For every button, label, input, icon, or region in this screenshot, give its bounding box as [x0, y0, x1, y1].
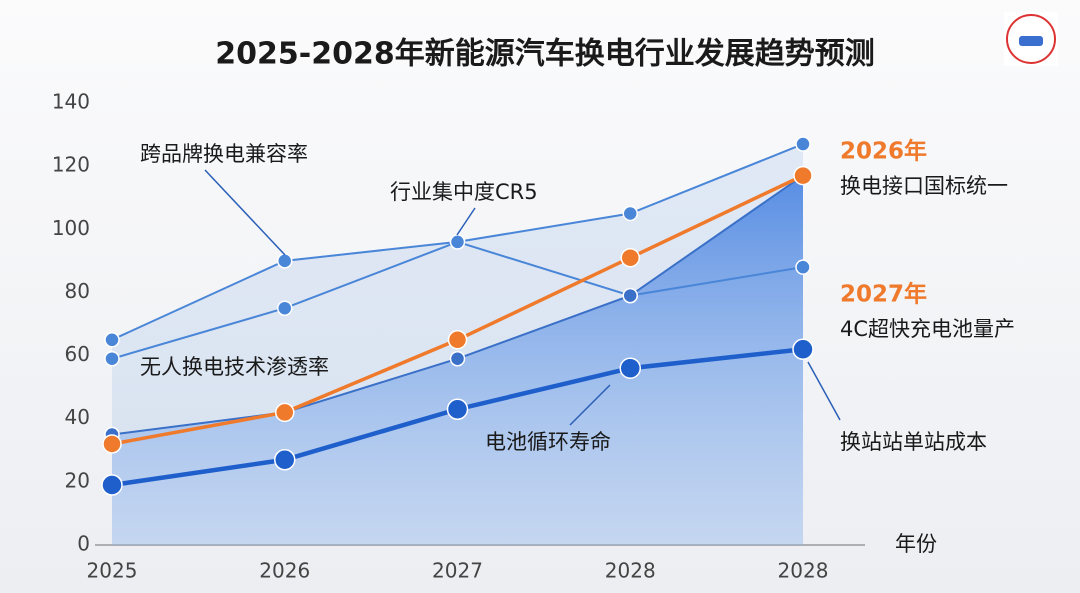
point: [447, 330, 468, 350]
annotation: 换电接口国标统一: [840, 174, 1008, 198]
point: [101, 474, 123, 496]
point: [449, 350, 466, 367]
annotation: 换站站单站成本: [840, 430, 987, 454]
series-label: 无人换电技术渗透率: [140, 355, 329, 379]
x-axis-label: 年份: [895, 532, 937, 556]
x-tick-label: 2026: [259, 559, 310, 583]
y-tick-label: 60: [65, 342, 90, 366]
series-label: 行业集中度CR5: [390, 180, 538, 204]
series-label: 电池循环寿命: [485, 430, 611, 454]
point: [446, 398, 469, 420]
point: [793, 165, 813, 186]
point: [104, 332, 120, 348]
point: [449, 234, 466, 250]
point: [619, 357, 641, 379]
point: [622, 205, 638, 222]
logo: [1004, 12, 1058, 66]
chart-title: 2025-2028年新能源汽车换电行业发展趋势预测: [215, 37, 874, 72]
x-tick-label: 2028: [605, 559, 656, 583]
point: [620, 247, 640, 268]
leader-line: [456, 207, 476, 236]
annotation: 2026年: [840, 138, 927, 165]
y-tick-label: 20: [65, 468, 90, 492]
point: [274, 449, 296, 471]
leader-line: [807, 361, 841, 421]
point: [277, 253, 293, 269]
y-tick-label: 0: [77, 532, 90, 556]
y-tick-label: 120: [52, 153, 90, 177]
y-tick-label: 140: [52, 90, 90, 114]
leader-line: [204, 169, 286, 256]
x-tick-label: 2027: [432, 559, 483, 583]
y-tick-label: 100: [52, 216, 90, 240]
point: [795, 136, 811, 152]
y-tick-label: 40: [65, 405, 90, 429]
annotation: 4C超快充电池量产: [840, 317, 1015, 341]
point: [622, 287, 638, 304]
x-tick-label: 2028: [778, 559, 829, 583]
point: [275, 402, 295, 423]
point: [277, 300, 293, 316]
series-label: 跨品牌换电兼容率: [140, 142, 308, 166]
leader-line: [569, 384, 611, 426]
y-tick-label: 80: [65, 279, 90, 303]
point: [795, 259, 811, 275]
point: [792, 338, 814, 361]
point: [104, 350, 120, 367]
x-tick-label: 2025: [87, 559, 138, 583]
annotation: 2027年: [840, 281, 927, 308]
point: [102, 434, 122, 454]
